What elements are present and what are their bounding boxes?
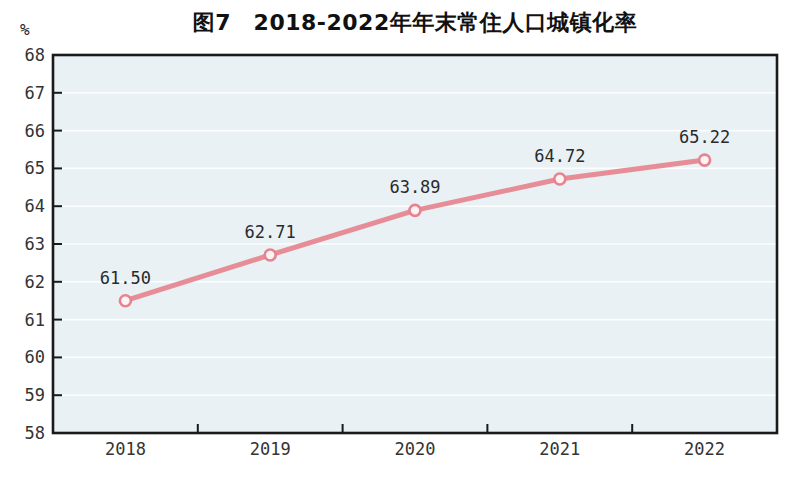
x-axis-tick-label: 2018 [105,439,146,459]
data-label: 63.89 [389,177,440,197]
data-point-marker [699,155,710,166]
y-axis-tick-label: 59 [25,385,45,405]
data-label: 64.72 [534,146,585,166]
data-point-marker [410,205,421,216]
x-axis-tick-label: 2022 [684,439,725,459]
y-axis-tick-label: 66 [25,121,45,141]
y-axis-tick-label: 63 [25,234,45,254]
chart-canvas: 图7 2018-2022年年末常住人口城镇化率 % 61.5062.7163.8… [0,0,800,483]
data-point-marker [554,173,565,184]
data-label: 61.50 [100,268,151,288]
line-chart: 61.50 62.71 63.89 64.72 65.22 58 59 60 61 62 63 64 6… [0,0,800,483]
data-point-marker [120,295,131,306]
data-point-marker [265,249,276,260]
y-axis-tick-label: 60 [25,347,45,367]
data-label: 65.22 [679,127,730,147]
y-axis-tick-label: 64 [25,196,45,216]
y-axis-tick-label: 58 [25,423,45,443]
y-axis-tick-label: 65 [25,158,45,178]
x-axis-tick-label: 2019 [250,439,291,459]
data-label: 62.71 [245,222,296,242]
y-axis-tick-label: 68 [25,45,45,65]
x-axis-tick-label: 2020 [395,439,436,459]
x-axis-tick-label: 2021 [539,439,580,459]
y-axis-tick-label: 67 [25,83,45,103]
y-axis-tick-label: 61 [25,310,45,330]
y-axis-tick-label: 62 [25,272,45,292]
